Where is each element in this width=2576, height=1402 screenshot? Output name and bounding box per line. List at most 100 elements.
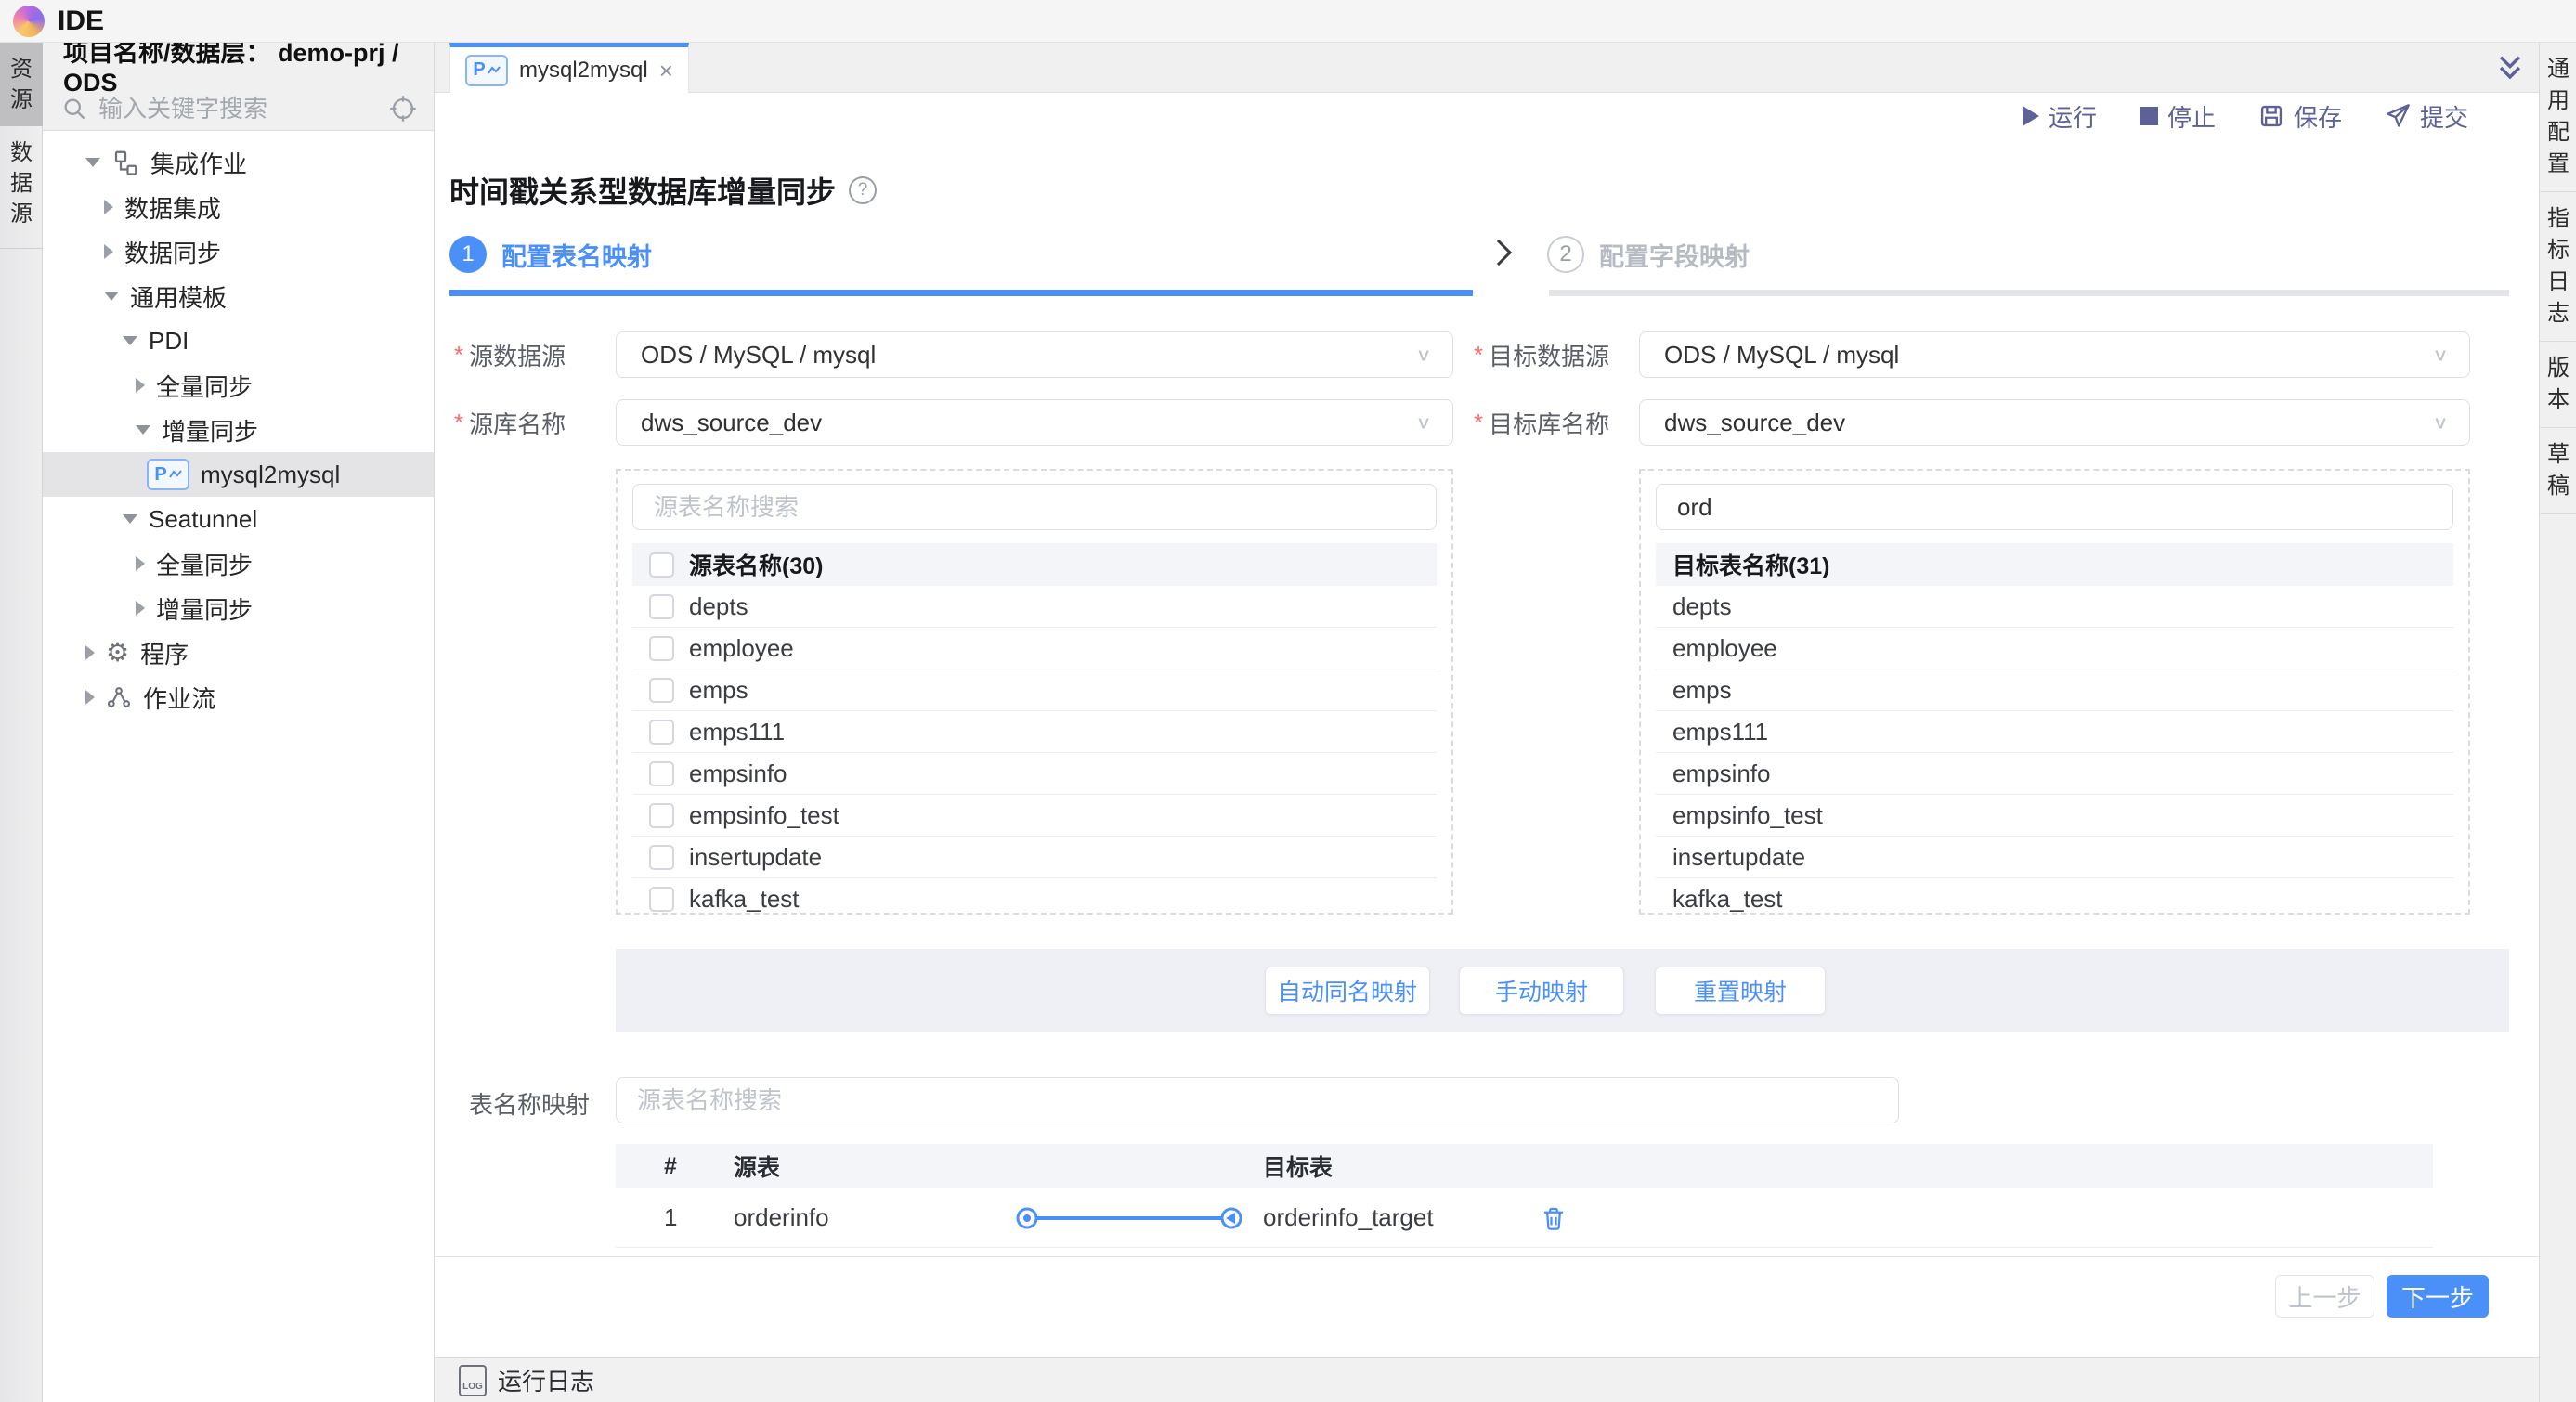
tree-item-workflows[interactable]: 作业流 xyxy=(43,675,434,720)
caret-right-icon xyxy=(136,378,145,393)
row-checkbox[interactable] xyxy=(649,760,674,786)
tree-item-seatunnel[interactable]: Seatunnel xyxy=(43,497,434,541)
list-item[interactable]: empsinfo_test xyxy=(1656,795,2453,837)
collapse-toolbar-icon[interactable] xyxy=(2494,52,2526,88)
row-index: 1 xyxy=(664,1203,678,1231)
table-name: empsinfo xyxy=(1672,759,1771,787)
stop-button[interactable]: 停止 xyxy=(2139,99,2216,134)
tree-item-full-sync-seatunnel[interactable]: 全量同步 xyxy=(43,541,434,586)
caret-down-icon xyxy=(85,158,100,167)
tree-item-pdi[interactable]: PDI xyxy=(43,318,434,363)
table-name: depts xyxy=(1672,591,1732,620)
list-item[interactable]: emps111 xyxy=(1656,711,2453,753)
save-label: 保存 xyxy=(2293,103,2342,132)
tab-mysql2mysql[interactable]: P mysql2mysql × xyxy=(449,43,689,93)
source-table-search-input[interactable] xyxy=(632,484,1437,530)
target-db-select[interactable]: dws_source_dev ∨ xyxy=(1639,399,2470,446)
previous-step-button[interactable]: 上一步 xyxy=(2275,1275,2374,1318)
save-button[interactable]: 保存 xyxy=(2258,99,2342,134)
tree-item-programs[interactable]: ⚙ 程序 xyxy=(43,630,434,675)
chevron-right-icon xyxy=(1485,239,1513,266)
table-name: employee xyxy=(689,633,794,662)
tree-item-incr-sync-pdi[interactable]: 增量同步 xyxy=(43,408,434,452)
list-item[interactable]: emps xyxy=(632,669,1437,711)
table-name: depts xyxy=(689,591,748,620)
row-checkbox[interactable] xyxy=(649,886,674,912)
caret-down-icon xyxy=(123,514,137,524)
list-item[interactable]: insertupdate xyxy=(632,837,1437,878)
list-item[interactable]: employee xyxy=(632,628,1437,669)
list-item[interactable]: depts xyxy=(632,586,1437,628)
tree-item-common-templates[interactable]: 通用模板 xyxy=(43,274,434,318)
list-item[interactable]: emps xyxy=(1656,669,2453,711)
rail-tab-general-config[interactable]: 通用配置 xyxy=(2540,43,2576,192)
rail-tab-datasources[interactable]: 数据源 xyxy=(10,140,33,227)
app-logo xyxy=(13,5,45,37)
tree-item-label: 增量同步 xyxy=(156,595,254,624)
step1-active-underline xyxy=(449,290,1473,296)
tree-item-full-sync-pdi[interactable]: 全量同步 xyxy=(43,363,434,408)
target-table-search-input[interactable] xyxy=(1656,484,2453,530)
caret-right-icon xyxy=(104,244,113,259)
tree-item-label: 通用模板 xyxy=(130,283,228,312)
tree-item-label: 数据集成 xyxy=(124,194,222,223)
run-button[interactable]: 运行 xyxy=(2022,99,2097,134)
step-2-field-mapping[interactable]: 2 配置字段映射 xyxy=(1547,236,1750,273)
tree-item-data-integration[interactable]: 数据集成 xyxy=(43,185,434,229)
tree-item-label: 作业流 xyxy=(143,684,216,713)
target-datasource-select[interactable]: ODS / MySQL / mysql ∨ xyxy=(1639,331,2470,378)
caret-right-icon xyxy=(136,556,145,571)
step2-inactive-underline xyxy=(1549,290,2509,296)
rail-tab-drafts[interactable]: 草稿 xyxy=(2540,428,2576,514)
row-checkbox[interactable] xyxy=(649,593,674,619)
tree-item-label: 数据同步 xyxy=(124,239,222,267)
step-1-table-mapping[interactable]: 1 配置表名映射 xyxy=(449,236,652,273)
source-datasource-select[interactable]: ODS / MySQL / mysql ∨ xyxy=(616,331,1453,378)
tab-close-icon[interactable]: × xyxy=(658,56,673,84)
mapping-table-header: # 源表 目标表 xyxy=(616,1144,2433,1188)
select-all-checkbox[interactable] xyxy=(649,552,674,578)
run-log-bar[interactable]: LOG 运行日志 xyxy=(435,1357,2539,1402)
delete-mapping-button[interactable] xyxy=(1540,1188,1568,1247)
list-item[interactable]: depts xyxy=(1656,586,2453,628)
list-item[interactable]: empsinfo xyxy=(1656,753,2453,795)
mapping-search-input[interactable] xyxy=(616,1077,1899,1123)
source-datasource-label: 源数据源 xyxy=(454,331,566,378)
mapping-table: # 源表 目标表 1 orderinfo orderinfo_target xyxy=(616,1144,2433,1248)
source-list-header: 源表名称(30) xyxy=(632,543,1437,586)
list-item[interactable]: employee xyxy=(1656,628,2453,669)
caret-right-icon xyxy=(85,645,95,660)
reset-map-button[interactable]: 重置映射 xyxy=(1655,967,1826,1015)
help-icon[interactable]: ? xyxy=(849,176,878,204)
row-checkbox[interactable] xyxy=(649,802,674,828)
tree-item-data-sync[interactable]: 数据同步 xyxy=(43,229,434,274)
list-item[interactable]: kafka_test xyxy=(1656,878,2453,913)
rail-tab-metrics-log[interactable]: 指标日志 xyxy=(2540,192,2576,342)
rail-tab-resources[interactable]: 资源 xyxy=(0,43,43,126)
locate-icon[interactable] xyxy=(389,95,417,123)
row-checkbox[interactable] xyxy=(649,844,674,870)
row-checkbox[interactable] xyxy=(649,677,674,703)
list-item[interactable]: emps111 xyxy=(632,711,1437,753)
tree-item-mysql2mysql[interactable]: P mysql2mysql xyxy=(43,452,434,497)
row-checkbox[interactable] xyxy=(649,719,674,745)
list-item[interactable]: insertupdate xyxy=(1656,837,2453,878)
app-header: IDE xyxy=(0,0,2576,43)
auto-map-button[interactable]: 自动同名映射 xyxy=(1265,967,1430,1015)
tree-item-incr-sync-seatunnel[interactable]: 增量同步 xyxy=(43,586,434,630)
list-item[interactable]: empsinfo_test xyxy=(632,795,1437,837)
next-step-button[interactable]: 下一步 xyxy=(2387,1275,2489,1318)
explorer-search[interactable] xyxy=(43,87,434,130)
source-db-select[interactable]: dws_source_dev ∨ xyxy=(616,399,1453,446)
table-name: emps111 xyxy=(1672,717,1769,746)
project-breadcrumb: 项目名称/数据层： demo-prj / ODS xyxy=(63,39,399,97)
list-item[interactable]: kafka_test xyxy=(632,878,1437,913)
submit-button[interactable]: 提交 xyxy=(2385,99,2468,134)
list-item[interactable]: empsinfo xyxy=(632,753,1437,795)
table-row: 1 orderinfo orderinfo_target xyxy=(616,1188,2433,1248)
rail-tab-versions[interactable]: 版本 xyxy=(2540,342,2576,428)
row-checkbox[interactable] xyxy=(649,635,674,661)
explorer-search-input[interactable] xyxy=(98,94,378,123)
tree-item-integration-jobs[interactable]: 集成作业 xyxy=(43,140,434,185)
manual-map-button[interactable]: 手动映射 xyxy=(1459,967,1624,1015)
